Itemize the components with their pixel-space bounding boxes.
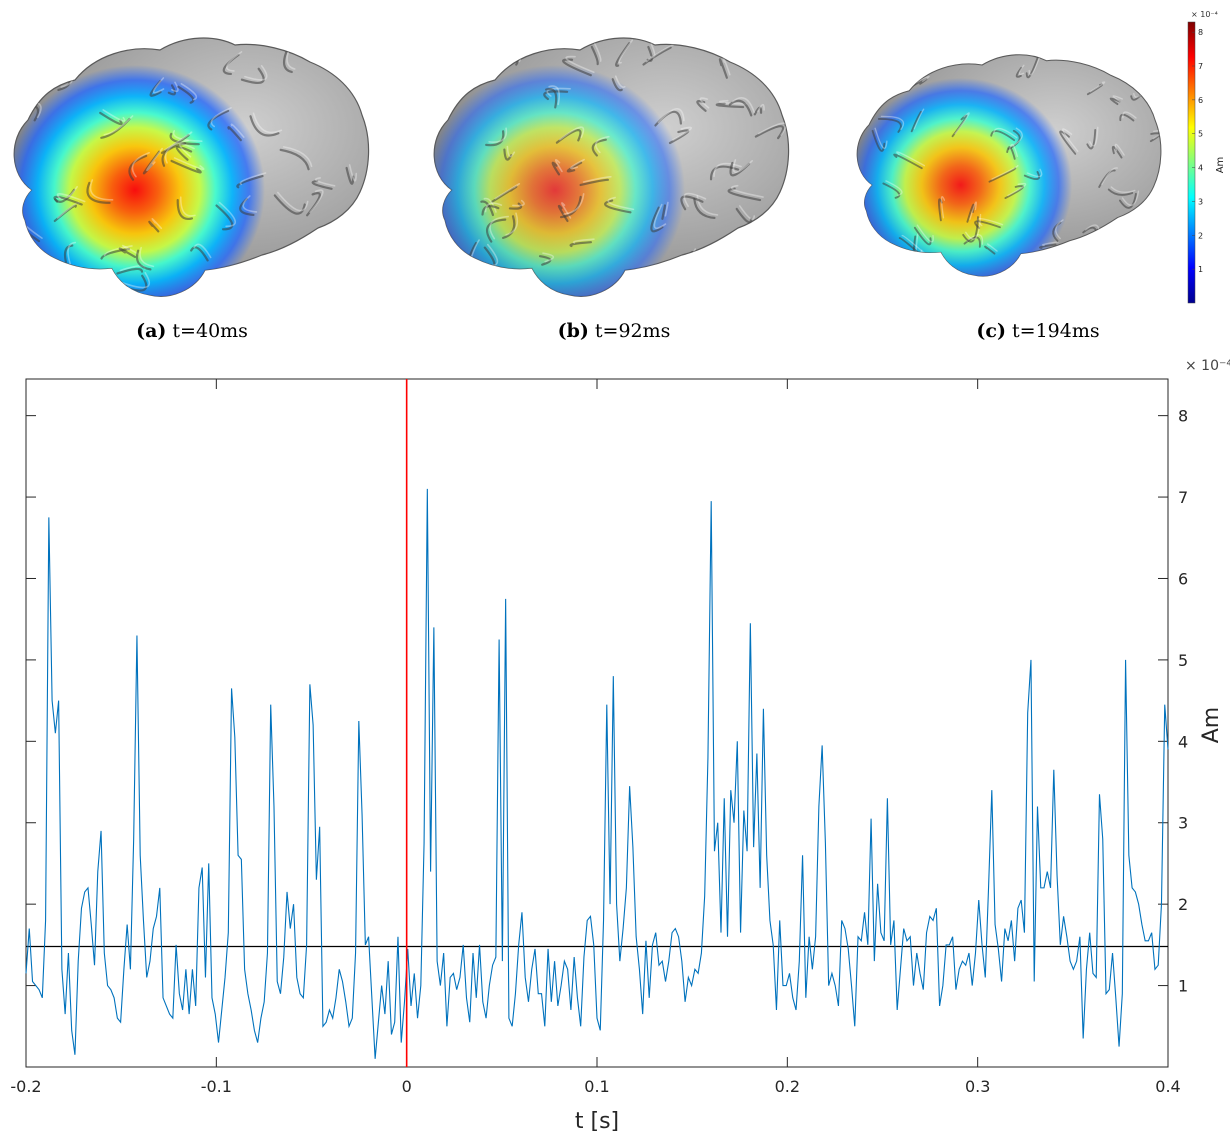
colorbar-unit: Am: [1215, 157, 1226, 174]
colorbar-ticks: 1 2 3 4 5 6 7 8: [1192, 28, 1203, 274]
x-tick-label: -0.2: [10, 1077, 41, 1096]
x-tick-label: 0.1: [584, 1077, 609, 1096]
x-axis-ticks: -0.2 -0.1 0 0.1 0.2 0.3 0.4: [10, 379, 1181, 1096]
x-tick-label: 0: [402, 1077, 412, 1096]
caption-c-text: t=194ms: [1012, 320, 1100, 342]
caption-a-text: t=40ms: [172, 320, 248, 342]
colorbar-tick-label: 8: [1198, 28, 1203, 37]
caption-b: (b) t=92ms: [558, 320, 671, 342]
series-line: [25, 488, 1169, 1059]
y-tick-label: 8: [1178, 407, 1188, 426]
activation-overlay: [14, 65, 265, 297]
y-tick-label: 3: [1178, 814, 1188, 833]
brain-panel-c: [845, 20, 1205, 290]
x-tick-label: 0.3: [965, 1077, 990, 1096]
colorbar-tick-label: 2: [1198, 231, 1203, 240]
y-tick-label: 6: [1178, 569, 1188, 588]
y-tick-label: 7: [1178, 488, 1188, 507]
caption-b-text: t=92ms: [594, 320, 671, 342]
caption-b-label: (b): [557, 320, 589, 342]
colorbar-tick-label: 1: [1198, 265, 1203, 274]
colorbar-tick-label: 4: [1198, 164, 1203, 173]
caption-a-label: (a): [136, 320, 167, 342]
plot-area: [25, 378, 1169, 1068]
y-tick-label: 2: [1178, 895, 1188, 914]
colorbar-tick-label: 3: [1198, 197, 1203, 206]
colorbar-tick-label: 6: [1198, 96, 1203, 105]
caption-a: (a) t=40ms: [136, 320, 248, 342]
activation-overlay: [434, 65, 685, 297]
x-tick-label: 0.4: [1155, 1077, 1180, 1096]
colorbar-tick-label: 7: [1198, 62, 1203, 71]
y-axis-label: Am: [1199, 707, 1224, 743]
y-tick-label: 1: [1178, 977, 1188, 996]
y-tick-label: 5: [1178, 651, 1188, 670]
brain-image-c: [856, 54, 1162, 277]
caption-c: (c) t=194ms: [976, 320, 1099, 342]
x-tick-label: -0.1: [201, 1077, 232, 1096]
colorbar-tick-label: 5: [1198, 130, 1203, 139]
brain-image-a: [13, 37, 370, 297]
y-tick-label: 4: [1178, 732, 1188, 751]
brain-panel-a: [0, 0, 420, 310]
colorbar-exponent: × 10⁻⁴: [1191, 10, 1218, 19]
colorbar: × 10⁻⁴ 1 2 3 4 5 6 7 8 Am: [1187, 10, 1226, 304]
time-series-chart: -0.2 -0.1 0 0.1 0.2 0.3 0.4 1 2 3 4 5 6 7 8 × 10⁻⁴ t …: [10, 358, 1230, 1134]
caption-c-label: (c): [976, 320, 1006, 342]
brain-panel-b: [420, 0, 840, 310]
y-exponent-label: × 10⁻⁴: [1185, 358, 1230, 374]
colorbar-gradient: [1187, 21, 1196, 304]
y-axis-ticks: 1 2 3 4 5 6 7 8: [26, 407, 1188, 996]
x-axis-label: t [s]: [575, 1109, 619, 1134]
x-tick-label: 0.2: [775, 1077, 800, 1096]
brain-image-b: [433, 37, 790, 297]
